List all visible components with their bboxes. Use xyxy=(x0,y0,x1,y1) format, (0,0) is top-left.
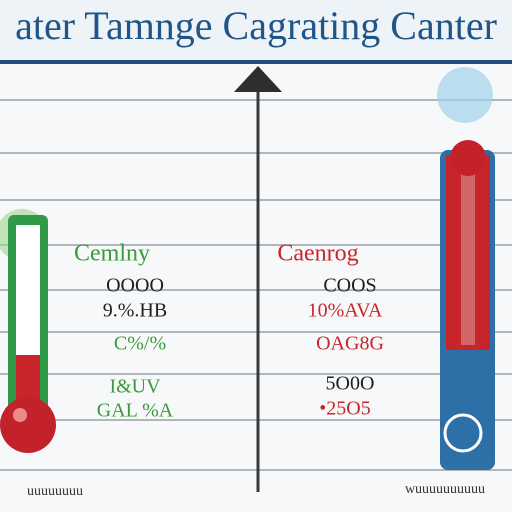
arrow-head xyxy=(234,66,282,92)
bulb-shine xyxy=(13,408,27,422)
right-line: 5O0O xyxy=(326,373,375,395)
header-rule xyxy=(0,60,512,64)
header-bar xyxy=(0,0,512,60)
mercury xyxy=(446,155,490,350)
left-line: 9.%.HB xyxy=(103,300,167,322)
footer-left: uuuuuuuu xyxy=(27,484,83,499)
title: ater Tamnge Cagrating Canter xyxy=(15,3,497,48)
splash xyxy=(437,67,493,123)
right-line: •25O5 xyxy=(319,398,370,420)
tube-shine xyxy=(461,160,475,345)
dial xyxy=(443,413,483,453)
left-line: C%/% xyxy=(114,333,166,355)
bulb xyxy=(0,397,56,453)
bulb xyxy=(450,140,486,176)
right-line: COOS xyxy=(323,275,376,297)
right-panel: Caenrog COOS 10%AVA OAG8G 5O0O •25O5 xyxy=(277,241,384,420)
right-line: 10%AVA xyxy=(308,300,383,322)
left-panel: Cemlny OOOO 9.%.HB C%/% I&UV GAL %A xyxy=(74,241,174,422)
right-thermometer xyxy=(437,67,495,470)
left-line: GAL %A xyxy=(97,400,174,422)
right-heading: Caenrog xyxy=(277,241,358,267)
left-thermometer xyxy=(0,209,56,453)
left-line: I&UV xyxy=(109,376,161,398)
grid-lines xyxy=(0,99,512,471)
left-line: OOOO xyxy=(106,275,164,297)
left-heading: Cemlny xyxy=(74,241,150,267)
footer-right: wuuuuuuuuuu xyxy=(405,482,485,497)
right-line: OAG8G xyxy=(316,333,384,355)
